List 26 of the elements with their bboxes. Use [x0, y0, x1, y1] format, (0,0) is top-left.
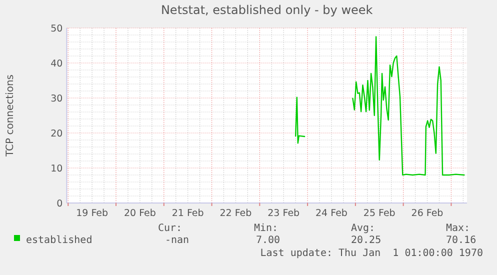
- text: Min:: [254, 223, 278, 234]
- x-tick-label: 19 Feb: [76, 208, 108, 219]
- text: Cur:: [158, 223, 182, 234]
- x-tick-label: 23 Feb: [268, 208, 300, 219]
- y-tick-label: 30: [50, 94, 63, 104]
- y-tick-label: 20: [50, 128, 63, 140]
- text: 20.25: [351, 235, 382, 246]
- text: 7.00: [256, 235, 280, 246]
- y-tick-label: 40: [50, 58, 63, 70]
- x-tick-label: 20 Feb: [124, 208, 156, 219]
- text: Avg:: [351, 223, 376, 234]
- x-tick-label: 26 Feb: [411, 208, 444, 219]
- x-tick-label: 22 Feb: [220, 208, 252, 219]
- x-tick-label: 24 Feb: [316, 208, 348, 219]
- text: 70.16: [446, 235, 476, 246]
- y-axis-title: TCP connections: [5, 74, 16, 158]
- legend-label: established: [26, 235, 92, 246]
- text: Last update: Thu Jan 1 01:00:00 1970: [260, 248, 483, 259]
- y-tick-label: 10: [50, 164, 63, 174]
- y-tick-label: 50: [50, 24, 63, 34]
- chart-title: Netstat, established only - by week: [160, 3, 373, 17]
- text: -nan: [165, 235, 190, 246]
- text: Max:: [446, 223, 470, 234]
- y-tick-label: 0: [56, 198, 63, 210]
- x-tick-label: 21 Feb: [172, 208, 204, 219]
- x-tick-label: 25 Feb: [363, 208, 396, 219]
